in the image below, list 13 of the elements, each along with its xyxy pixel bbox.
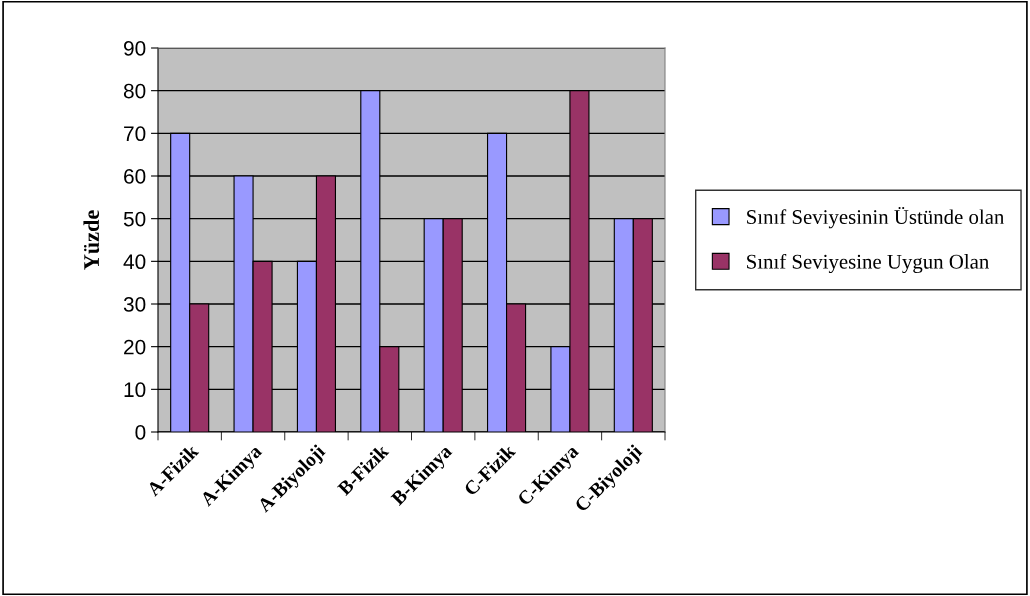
y-tick-label: 20 xyxy=(124,339,146,355)
y-tick-label: 60 xyxy=(124,169,146,184)
y-tick-label: 80 xyxy=(123,83,146,99)
y-axis-title: Yüzde xyxy=(83,210,100,270)
y-tick-label: 50 xyxy=(123,211,146,227)
y-tick-label: 70 xyxy=(124,126,146,142)
y-tick-label: 90 xyxy=(124,41,146,56)
y-tick-label: 0 xyxy=(135,425,146,440)
legend-label: Sınıf Seviyesinin Üstünde olan xyxy=(747,206,1005,229)
legend-label: Sınıf Seviyesine Uygun Olan xyxy=(747,253,989,274)
y-tick-label: 40 xyxy=(123,254,146,270)
y-tick-label: 10 xyxy=(124,382,146,398)
y-tick-label: 30 xyxy=(123,297,146,312)
